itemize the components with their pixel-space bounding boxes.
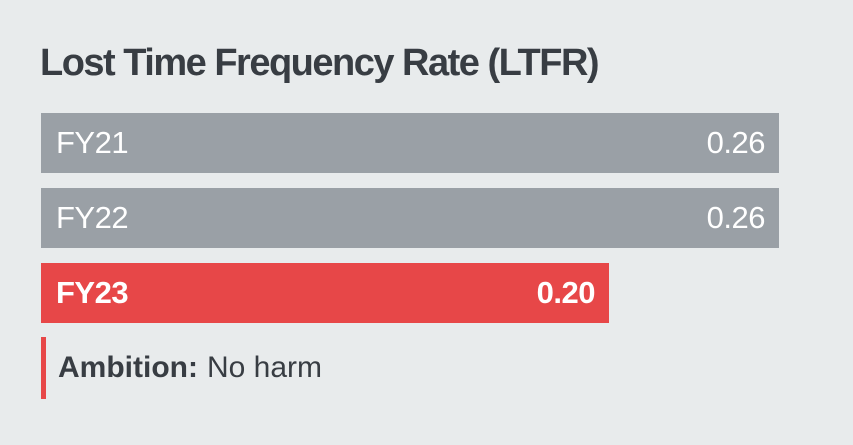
ambition-note: Ambition: No harm bbox=[41, 337, 322, 399]
bar-value-fy22: 0.26 bbox=[706, 200, 766, 235]
bar-row-fy22: FY22 0.26 bbox=[41, 188, 779, 248]
chart-title: Lost Time Frequency Rate (LTFR) bbox=[40, 42, 600, 84]
bar-row-fy21: FY21 0.26 bbox=[41, 113, 779, 173]
bar-value-fy23: 0.20 bbox=[536, 275, 596, 310]
bar-label-fy22: FY22 bbox=[56, 200, 129, 235]
bar-label-fy21: FY21 bbox=[56, 125, 129, 160]
ambition-accent-bar bbox=[41, 337, 46, 399]
bar-value-fy21: 0.26 bbox=[706, 125, 766, 160]
ambition-label: Ambition: bbox=[58, 351, 198, 384]
ambition-text: No harm bbox=[206, 351, 323, 384]
bar-row-fy23: FY23 0.20 bbox=[41, 263, 609, 323]
bar-label-fy23: FY23 bbox=[56, 275, 129, 310]
